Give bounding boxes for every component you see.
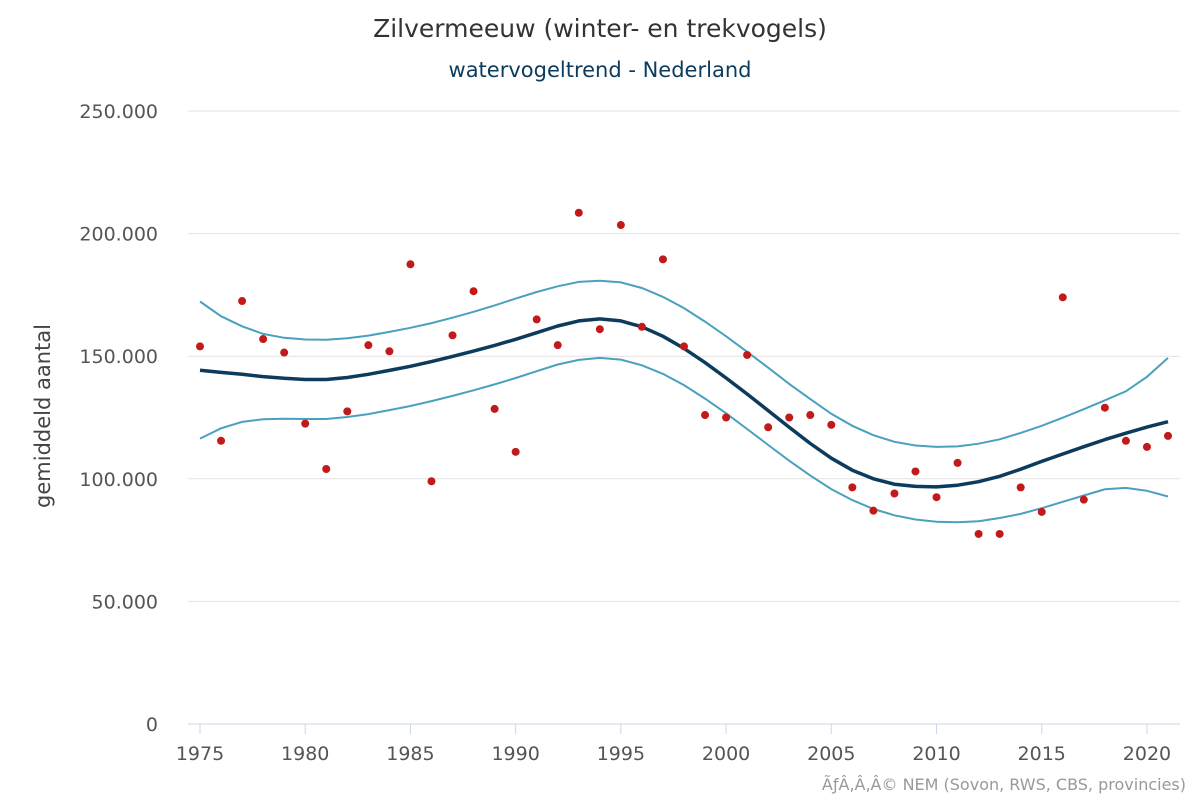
y-axis-label: gemiddeld aantal	[31, 324, 55, 508]
x-tick-label: 1995	[597, 743, 645, 765]
x-tick-label: 1975	[176, 743, 224, 765]
data-point	[680, 342, 688, 351]
data-point	[911, 467, 920, 476]
x-tick-label: 2000	[702, 743, 750, 765]
x-tick-label: 1980	[281, 743, 329, 765]
data-point	[827, 420, 836, 429]
data-point	[427, 477, 436, 486]
chart-subtitle: watervogeltrend - Nederland	[448, 58, 752, 82]
data-point	[890, 489, 899, 498]
data-point	[932, 493, 941, 502]
chart-title: Zilvermeeuw (winter- en trekvogels)	[373, 14, 827, 43]
x-tick-label: 2010	[912, 743, 960, 765]
data-point	[743, 350, 752, 359]
data-point	[448, 331, 457, 340]
data-point	[301, 419, 310, 428]
data-point	[322, 464, 331, 473]
x-tick-label: 2015	[1018, 743, 1066, 765]
data-point	[217, 436, 226, 445]
observed-points	[196, 208, 1172, 538]
data-point	[574, 208, 583, 217]
data-point	[974, 529, 983, 538]
credit-text: ÃƒÂ‚Â‚Â© NEM (Sovon, RWS, CBS, provincie…	[821, 775, 1186, 794]
data-point	[385, 347, 394, 356]
data-point	[469, 287, 478, 296]
data-point	[196, 342, 204, 351]
data-point	[785, 413, 794, 422]
data-point	[764, 423, 773, 432]
data-point	[701, 411, 710, 420]
x-tick-label: 2005	[807, 743, 855, 765]
data-point	[1037, 507, 1046, 516]
data-point	[1058, 293, 1067, 302]
data-point	[511, 447, 520, 456]
y-tick-label: 50.000	[92, 591, 158, 613]
data-point	[616, 221, 625, 230]
lower-confidence-line	[199, 356, 1169, 524]
data-point	[280, 348, 289, 357]
upper-confidence-line	[199, 279, 1169, 448]
x-axis	[188, 723, 1180, 734]
data-point	[259, 335, 268, 344]
data-point	[1142, 442, 1151, 451]
data-point	[722, 413, 731, 422]
data-point	[658, 255, 667, 264]
data-point	[532, 315, 541, 324]
y-tick-label: 200.000	[79, 224, 158, 246]
data-point	[637, 322, 646, 331]
data-point	[364, 341, 373, 350]
data-point	[848, 483, 857, 492]
y-tick-label: 100.000	[79, 469, 158, 491]
data-point	[1016, 483, 1025, 492]
y-axis-tick-labels: 0 50.000 100.000 150.000 200.000 250.000	[79, 101, 158, 736]
data-point	[595, 325, 604, 334]
x-tick-label: 1990	[491, 743, 539, 765]
data-point	[1164, 431, 1172, 440]
gridlines	[188, 110, 1180, 602]
data-point	[553, 341, 562, 350]
data-point	[343, 407, 352, 416]
data-point	[238, 297, 247, 306]
x-tick-label: 2020	[1123, 743, 1171, 765]
y-tick-label: 150.000	[79, 346, 158, 368]
x-tick-label: 1985	[386, 743, 434, 765]
data-point	[1121, 436, 1130, 445]
y-tick-label: 250.000	[79, 101, 158, 123]
data-point	[1079, 495, 1088, 504]
y-tick-label: 0	[146, 714, 158, 736]
data-point	[953, 458, 962, 467]
data-point	[806, 411, 815, 420]
data-point	[869, 506, 878, 515]
data-point	[995, 529, 1004, 538]
confidence-band	[199, 279, 1169, 524]
data-point	[406, 260, 415, 269]
data-point	[1100, 403, 1109, 412]
x-axis-tick-labels: 1975 1980 1985 1990 1995 2000 2005 2010 2015 2020	[176, 743, 1171, 765]
data-point	[490, 404, 499, 413]
